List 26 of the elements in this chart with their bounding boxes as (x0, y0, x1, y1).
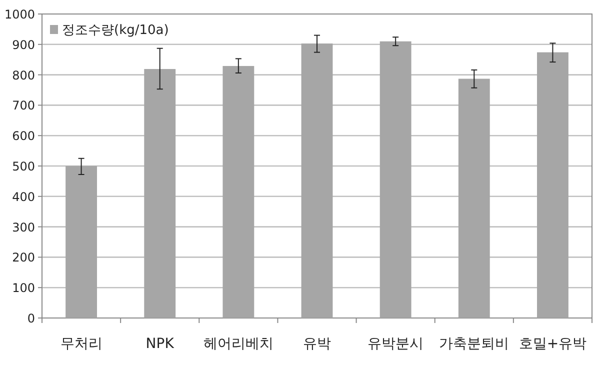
bar (222, 66, 254, 318)
x-tick-label: 헤어리베치 (203, 336, 274, 352)
bar (301, 43, 333, 318)
x-tick-label: 유박 (303, 336, 331, 352)
y-tick-label: 0 (27, 312, 35, 326)
legend-label: 정조수량(kg/10a) (62, 23, 169, 38)
bar (66, 166, 97, 318)
y-tick-label: 700 (12, 98, 35, 113)
y-tick-label: 800 (12, 68, 35, 82)
bar (380, 41, 412, 318)
y-tick-label: 200 (12, 250, 35, 265)
bar (537, 52, 568, 318)
y-tick-label: 900 (12, 38, 35, 52)
bar (458, 78, 490, 318)
y-tick-label: 400 (12, 190, 35, 204)
y-tick-label: 300 (12, 220, 35, 234)
y-tick-label: 500 (12, 160, 35, 174)
x-tick-label: 무처리 (60, 336, 102, 352)
y-tick-label: 100 (12, 281, 35, 296)
bar (144, 69, 176, 318)
x-tick-label: 호밀+유박 (518, 336, 587, 352)
x-tick-label: NPK (146, 336, 175, 352)
y-tick-label: 600 (12, 129, 35, 144)
x-tick-label: 유박분시 (368, 336, 424, 352)
y-tick-label: 1000 (4, 8, 35, 22)
x-tick-label: 가축분퇴비 (439, 336, 510, 352)
